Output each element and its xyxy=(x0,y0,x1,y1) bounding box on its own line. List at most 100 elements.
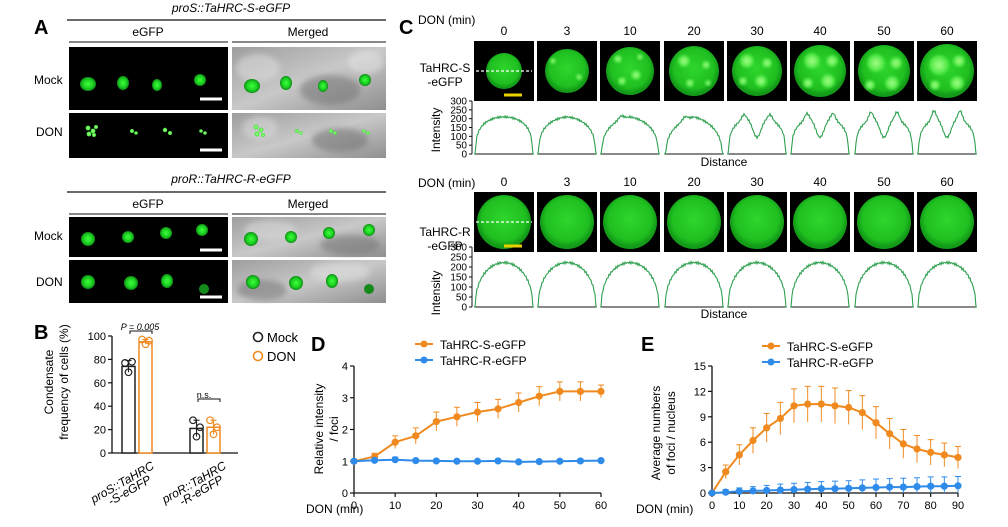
data-point xyxy=(776,414,784,423)
nucleus xyxy=(606,47,654,95)
nucleus xyxy=(194,74,206,86)
data-point xyxy=(192,432,201,441)
y-tick-label: 0 xyxy=(100,448,106,460)
panel-a-row-mock-r: Mock xyxy=(34,229,64,243)
cell-outline xyxy=(244,220,296,240)
condensate-focus xyxy=(803,78,813,88)
time-point-label: 10 xyxy=(623,175,637,189)
focus xyxy=(253,124,259,130)
panel-b-ns: n.s. xyxy=(197,390,212,400)
data-point xyxy=(899,483,907,491)
panel-c-don-label-1: DON (min) xyxy=(418,13,475,27)
legend-label-s: TaHRC-S-eGFP xyxy=(787,340,873,354)
condensate-focus xyxy=(929,55,949,75)
x-tick-label: 60 xyxy=(595,500,607,512)
data-point xyxy=(886,483,894,491)
panel-c-xlabel-s: Distance xyxy=(701,155,748,169)
data-point xyxy=(213,423,221,432)
panel-c-row-label-s-1: TaHRC-S xyxy=(420,61,471,75)
condensate-focus xyxy=(686,79,694,87)
intensity-profile xyxy=(854,260,914,308)
x-tick-label: 90 xyxy=(952,500,964,512)
panel-a-title-r: proR::TaHRC-R-eGFP xyxy=(170,172,291,186)
condensate-focus xyxy=(826,55,838,67)
nucleus xyxy=(244,232,258,246)
nucleus xyxy=(540,195,594,249)
data-point xyxy=(790,486,798,494)
focus xyxy=(92,133,96,137)
data-point xyxy=(370,456,379,464)
panel-a-row-don-s: DON xyxy=(36,125,63,139)
x-tick-label: 20 xyxy=(430,500,442,512)
x-tick-label: 40 xyxy=(815,500,827,512)
x-tick-label: 50 xyxy=(843,500,855,512)
condensate-focus xyxy=(618,77,626,85)
y-tick-label: 200 xyxy=(450,114,467,125)
intensity-profile xyxy=(537,114,597,155)
legend-marker-r xyxy=(420,356,428,364)
intensity-profile xyxy=(790,111,850,155)
condensate-focus xyxy=(678,55,690,67)
legend-marker-r xyxy=(767,358,775,366)
intensity-profile xyxy=(600,260,660,308)
condensate-focus xyxy=(702,61,710,69)
x-tick-label: 30 xyxy=(788,500,800,512)
condensate-focus xyxy=(890,57,902,69)
y-tick-label: 12 xyxy=(694,386,706,398)
time-point-label: 10 xyxy=(623,24,637,38)
y-tick-label: 3 xyxy=(700,463,706,475)
y-tick-label: 150 xyxy=(450,123,467,134)
y-tick-label: 100 xyxy=(450,283,467,294)
data-point xyxy=(831,485,839,493)
data-point xyxy=(597,457,605,465)
nucleus xyxy=(280,76,292,90)
panel-c-ylabel-s: Intensity xyxy=(429,108,443,153)
legend-marker-s xyxy=(420,340,428,348)
data-point xyxy=(708,489,716,497)
nucleus xyxy=(199,284,209,294)
data-point xyxy=(432,417,440,426)
time-point-label: 30 xyxy=(750,175,764,189)
data-point xyxy=(872,419,880,427)
data-point xyxy=(927,482,935,490)
focus xyxy=(254,131,260,137)
data-point xyxy=(722,488,730,496)
focus xyxy=(362,129,366,133)
panel-b-bar-chart: 0 20 40 60 80 100 xyxy=(88,330,238,460)
panel-a-micrographs: proS::TaHRC-S-eGFP eGFP Merged Mock DON xyxy=(34,1,386,303)
condensate-focus xyxy=(867,54,885,72)
time-point-label: 40 xyxy=(813,175,827,189)
intensity-profile xyxy=(474,114,534,155)
data-point xyxy=(913,445,921,453)
data-point xyxy=(209,430,218,439)
condensate-focus xyxy=(821,74,835,88)
data-point xyxy=(350,457,358,465)
time-point-label: 60 xyxy=(940,175,954,189)
y-tick-label: 3 xyxy=(342,393,348,405)
nucleus xyxy=(152,79,162,91)
panel-d-ylabel-1: Relative intensity xyxy=(312,384,326,475)
nucleus xyxy=(732,46,782,96)
data-point xyxy=(954,453,962,462)
y-tick-label: 250 xyxy=(450,253,467,264)
cell-outline xyxy=(320,235,380,255)
panel-e-ylabel-2: of foci / nucleus xyxy=(664,391,678,474)
intensity-profile xyxy=(664,260,724,308)
y-tick-label: 50 xyxy=(456,293,468,304)
data-point xyxy=(576,457,585,465)
panel-e-ylabel-1: Average numbers xyxy=(649,386,663,481)
legend-marker-mock xyxy=(252,331,264,343)
panel-b-pvalue: P = 0.005 xyxy=(121,322,160,332)
focus xyxy=(134,131,138,135)
intensity-profile xyxy=(600,113,660,155)
data-point xyxy=(845,403,853,412)
nucleus xyxy=(603,195,657,249)
panel-c-don-label-2: DON (min) xyxy=(418,176,475,190)
cell-outline xyxy=(312,128,368,152)
time-point-label: 20 xyxy=(687,24,701,38)
focus xyxy=(299,131,303,135)
time-point-label: 3 xyxy=(564,175,571,189)
y-tick-label: 40 xyxy=(94,401,106,413)
y-tick-label: 100 xyxy=(88,331,106,343)
data-point xyxy=(845,484,853,492)
